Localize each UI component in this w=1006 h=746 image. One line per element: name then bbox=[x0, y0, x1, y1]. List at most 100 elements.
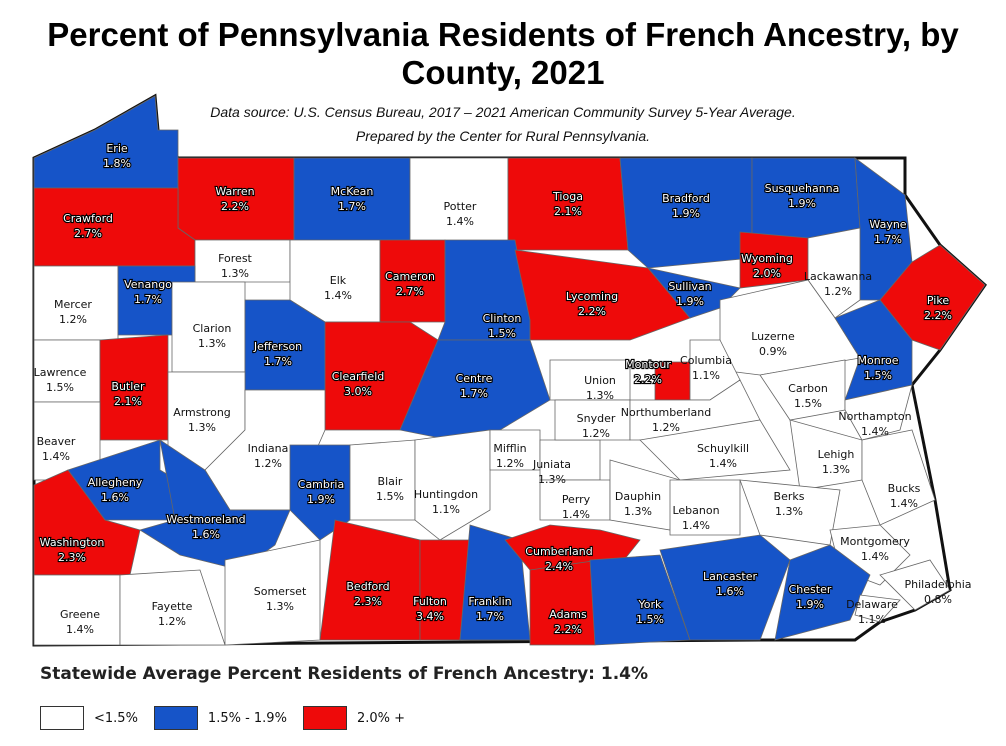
county-value-westmoreland: 1.6% bbox=[192, 528, 220, 541]
county-label-clarion: Clarion 1.3% bbox=[193, 322, 232, 350]
county-label-franklin: Franklin 1.7% bbox=[468, 595, 511, 623]
county-name-union: Union bbox=[584, 374, 616, 387]
county-value-columbia: 1.1% bbox=[692, 369, 720, 382]
county-name-fulton: Fulton bbox=[413, 595, 447, 608]
county-label-montour: Montour 2.2% bbox=[625, 358, 671, 386]
county-crawford bbox=[33, 187, 196, 267]
county-name-schuylkill: Schuylkill bbox=[697, 442, 749, 455]
county-name-blair: Blair bbox=[378, 475, 403, 488]
county-label-fulton: Fulton 3.4% bbox=[413, 595, 447, 623]
legend-label-mid: 1.5% - 1.9% bbox=[207, 710, 287, 726]
county-value-elk: 1.4% bbox=[324, 289, 352, 302]
county-value-perry: 1.4% bbox=[562, 508, 590, 521]
county-label-erie: Erie 1.8% bbox=[103, 142, 131, 170]
county-label-montgomery: Montgomery 1.4% bbox=[840, 535, 910, 563]
county-value-delaware: 1.1% bbox=[858, 613, 886, 626]
county-value-monroe: 1.5% bbox=[864, 369, 892, 382]
county-value-armstrong: 1.3% bbox=[188, 421, 216, 434]
county-value-northampton: 1.4% bbox=[861, 425, 889, 438]
county-name-sullivan: Sullivan bbox=[668, 280, 711, 293]
county-name-lancaster: Lancaster bbox=[703, 570, 757, 583]
county-value-greene: 1.4% bbox=[66, 623, 94, 636]
county-label-cambria: Cambria 1.9% bbox=[298, 478, 344, 506]
county-name-philadelphia: Philadelphia bbox=[904, 578, 971, 591]
county-value-fayette: 1.2% bbox=[158, 615, 186, 628]
county-label-crawford: Crawford 2.7% bbox=[63, 212, 113, 240]
county-label-northumberland: Northumberland 1.2% bbox=[621, 406, 711, 434]
county-label-juniata: Juniata 1.3% bbox=[532, 458, 571, 486]
county-name-wyoming: Wyoming bbox=[741, 252, 793, 265]
county-value-schuylkill: 1.4% bbox=[709, 457, 737, 470]
county-value-clinton: 1.5% bbox=[488, 327, 516, 340]
county-label-lawrence: Lawrence 1.5% bbox=[34, 366, 87, 394]
county-value-adams: 2.2% bbox=[554, 623, 582, 636]
county-value-carbon: 1.5% bbox=[794, 397, 822, 410]
county-name-lawrence: Lawrence bbox=[34, 366, 87, 379]
county-name-mercer: Mercer bbox=[54, 298, 92, 311]
county-schuylkill bbox=[639, 419, 791, 481]
county-name-northumberland: Northumberland bbox=[621, 406, 711, 419]
county-value-juniata: 1.3% bbox=[538, 473, 566, 486]
county-warren bbox=[177, 157, 295, 241]
county-name-carbon: Carbon bbox=[788, 382, 828, 395]
county-name-washington: Washington bbox=[40, 536, 105, 549]
county-label-lancaster: Lancaster 1.6% bbox=[703, 570, 757, 598]
county-label-mifflin: Mifflin 1.2% bbox=[493, 442, 526, 470]
county-name-juniata: Juniata bbox=[532, 458, 571, 471]
county-name-perry: Perry bbox=[562, 493, 591, 506]
county-value-wyoming: 2.0% bbox=[753, 267, 781, 280]
county-name-erie: Erie bbox=[106, 142, 128, 155]
county-name-columbia: Columbia bbox=[680, 354, 732, 367]
county-label-philadelphia: Philadelphia 0.8% bbox=[904, 578, 971, 606]
county-label-northampton: Northampton 1.4% bbox=[838, 410, 911, 438]
county-value-snyder: 1.2% bbox=[582, 427, 610, 440]
statewide-average: Statewide Average Percent Residents of F… bbox=[40, 664, 649, 684]
county-label-mercer: Mercer 1.2% bbox=[54, 298, 92, 326]
legend-swatch-high bbox=[302, 706, 347, 730]
county-value-mifflin: 1.2% bbox=[496, 457, 524, 470]
county-name-clarion: Clarion bbox=[193, 322, 232, 335]
county-label-armstrong: Armstrong 1.3% bbox=[173, 406, 231, 434]
county-label-berks: Berks 1.3% bbox=[774, 490, 805, 518]
county-label-snyder: Snyder 1.2% bbox=[577, 412, 616, 440]
county-value-washington: 2.3% bbox=[58, 551, 86, 564]
county-lackawanna bbox=[807, 227, 861, 319]
county-value-chester: 1.9% bbox=[796, 598, 824, 611]
county-label-lebanon: Lebanon 1.4% bbox=[672, 504, 719, 532]
county-name-warren: Warren bbox=[215, 185, 254, 198]
county-value-union: 1.3% bbox=[586, 389, 614, 402]
county-label-clearfield: Clearfield 3.0% bbox=[332, 370, 385, 398]
county-label-bradford: Bradford 1.9% bbox=[662, 192, 710, 220]
county-value-fulton: 3.4% bbox=[416, 610, 444, 623]
county-name-lycoming: Lycoming bbox=[566, 290, 618, 303]
county-name-montgomery: Montgomery bbox=[840, 535, 910, 548]
county-label-somerset: Somerset 1.3% bbox=[254, 585, 307, 613]
county-value-bedford: 2.3% bbox=[354, 595, 382, 608]
county-name-delaware: Delaware bbox=[846, 598, 898, 611]
county-name-susquehanna: Susquehanna bbox=[765, 182, 840, 195]
county-value-potter: 1.4% bbox=[446, 215, 474, 228]
county-value-luzerne: 0.9% bbox=[759, 345, 787, 358]
county-label-chester: Chester 1.9% bbox=[789, 583, 832, 611]
county-label-venango: Venango 1.7% bbox=[124, 278, 172, 306]
county-label-susquehanna: Susquehanna 1.9% bbox=[765, 182, 840, 210]
county-value-mckean: 1.7% bbox=[338, 200, 366, 213]
county-label-lycoming: Lycoming 2.2% bbox=[566, 290, 618, 318]
county-label-wyoming: Wyoming 2.0% bbox=[741, 252, 793, 280]
county-label-centre: Centre 1.7% bbox=[456, 372, 493, 400]
county-value-beaver: 1.4% bbox=[42, 450, 70, 463]
county-label-monroe: Monroe 1.5% bbox=[858, 354, 899, 382]
county-label-luzerne: Luzerne 0.9% bbox=[751, 330, 795, 358]
county-name-dauphin: Dauphin bbox=[615, 490, 661, 503]
county-label-allegheny: Allegheny 1.6% bbox=[88, 476, 143, 504]
county-name-adams: Adams bbox=[549, 608, 587, 621]
county-value-forest: 1.3% bbox=[221, 267, 249, 280]
county-value-cambria: 1.9% bbox=[307, 493, 335, 506]
county-name-lebanon: Lebanon bbox=[672, 504, 719, 517]
county-value-centre: 1.7% bbox=[460, 387, 488, 400]
county-name-allegheny: Allegheny bbox=[88, 476, 143, 489]
legend-label-low: <1.5% bbox=[94, 710, 138, 726]
county-label-union: Union 1.3% bbox=[584, 374, 616, 402]
map-title: Percent of Pennsylvania Residents of Fre… bbox=[47, 16, 959, 91]
